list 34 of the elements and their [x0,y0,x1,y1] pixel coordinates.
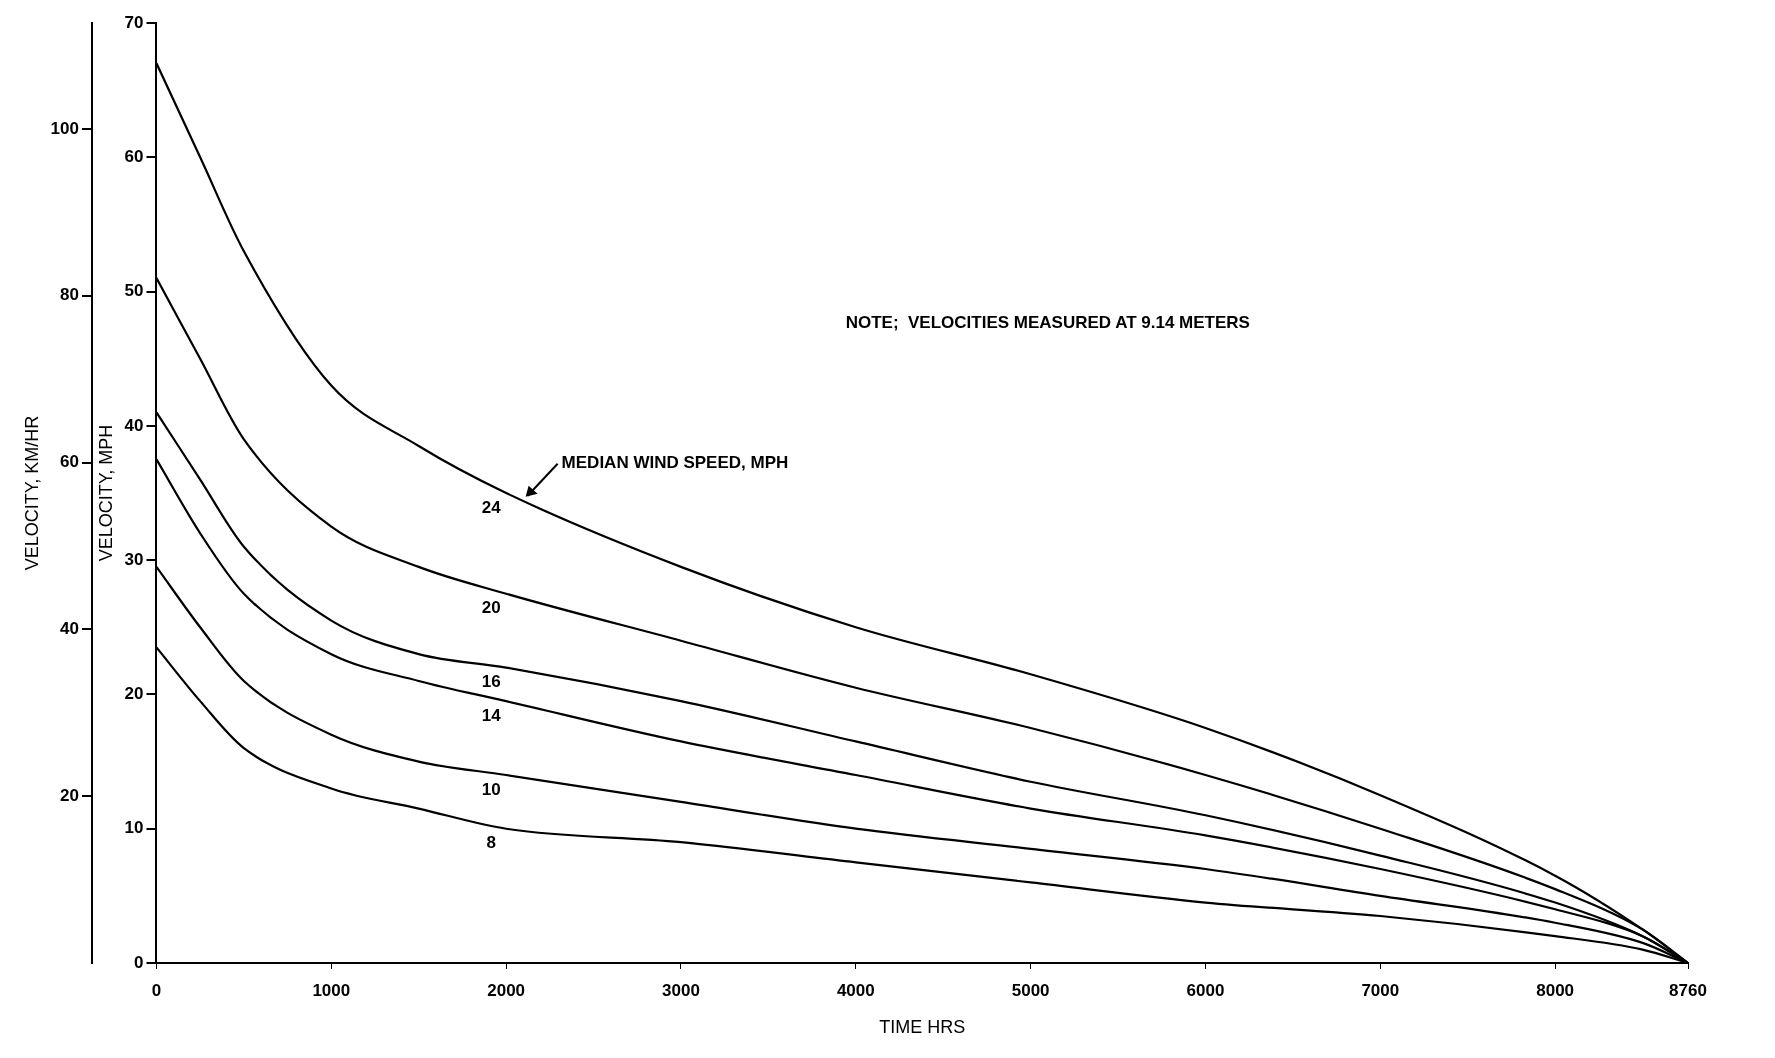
y2-tick-label: 100 [50,118,79,138]
series-label: 24 [481,497,502,517]
y-axis-title: VELOCITY, MPH [95,424,116,562]
series-label: 16 [481,672,501,692]
x-axis-title: TIME HRS [879,1017,966,1038]
y-tick-label: 40 [124,415,144,435]
x-tick-label: 4000 [836,980,875,1000]
y-tick-label: 70 [124,12,144,32]
y2-axis-title: VELOCITY, KM/HR [21,415,42,571]
y2-tick-label: 40 [60,619,79,639]
y-tick-label: 0 [134,952,144,972]
x-tick-label: 2000 [487,980,526,1000]
x-tick-label: 7000 [1361,980,1400,1000]
y-tick-label: 60 [124,146,144,166]
y2-tick-label: 60 [60,452,79,472]
x-tick-label: 0 [151,980,162,1000]
x-tick-label: 8760 [1669,980,1707,1000]
y-tick-label: 30 [124,549,144,569]
x-tick-label: 8000 [1536,980,1575,1000]
series-label: 8 [486,833,496,853]
y-tick-label: 20 [124,684,144,704]
y2-tick-label: 80 [60,285,79,305]
series-label: 20 [481,598,501,618]
annotation: NOTE; VELOCITIES MEASURED AT 9.14 METERS [845,313,1250,333]
x-tick-label: 5000 [1011,980,1050,1000]
x-tick-label: 6000 [1186,980,1225,1000]
series-label: 14 [481,705,502,725]
y-tick-label: 50 [124,281,144,301]
x-tick-label: 3000 [662,980,700,1000]
x-tick-label: 1000 [312,980,351,1000]
annotation: MEDIAN WIND SPEED, MPH [561,453,789,473]
series-label: 10 [481,779,501,799]
y-tick-label: 10 [124,818,144,838]
y2-tick-label: 20 [60,785,79,805]
